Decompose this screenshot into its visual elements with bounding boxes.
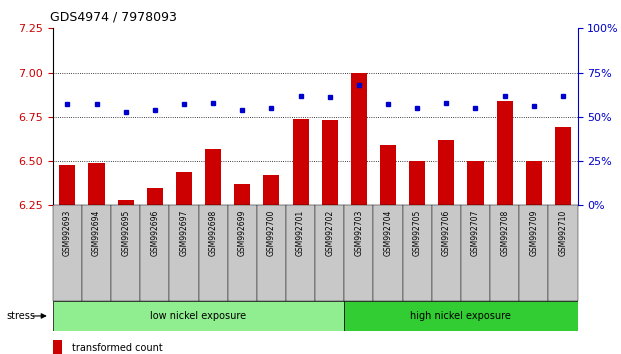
Text: GSM992695: GSM992695 [121, 210, 130, 257]
Text: GSM992693: GSM992693 [63, 210, 72, 257]
Bar [315, 205, 344, 301]
Bar [205, 149, 221, 205]
Text: GSM992705: GSM992705 [413, 210, 422, 257]
Text: GSM992701: GSM992701 [296, 210, 305, 256]
Bar [497, 101, 513, 205]
Bar [286, 205, 315, 301]
Bar [468, 161, 484, 205]
Text: stress: stress [6, 311, 35, 321]
Bar [82, 205, 111, 301]
Bar [380, 145, 396, 205]
Text: GSM992708: GSM992708 [500, 210, 509, 256]
Text: GSM992702: GSM992702 [325, 210, 334, 256]
Bar [234, 184, 250, 205]
Bar [292, 119, 309, 205]
Bar [438, 140, 455, 205]
Text: GSM992696: GSM992696 [150, 210, 160, 257]
Bar [111, 205, 140, 301]
Bar [519, 205, 548, 301]
Bar [170, 205, 199, 301]
Bar [344, 205, 373, 301]
Bar [53, 205, 82, 301]
Bar [263, 175, 279, 205]
Text: GSM992707: GSM992707 [471, 210, 480, 257]
Bar [402, 205, 432, 301]
Bar [199, 205, 228, 301]
Bar [176, 172, 192, 205]
Bar [548, 205, 578, 301]
Text: low nickel exposure: low nickel exposure [150, 311, 247, 321]
Bar [147, 188, 163, 205]
Bar [89, 163, 104, 205]
Bar [526, 161, 542, 205]
Bar [228, 205, 257, 301]
Bar [53, 340, 62, 354]
Text: GSM992709: GSM992709 [529, 210, 538, 257]
Bar [140, 205, 170, 301]
Text: GDS4974 / 7978093: GDS4974 / 7978093 [50, 11, 176, 24]
Bar [432, 205, 461, 301]
Text: transformed count: transformed count [73, 343, 163, 353]
Bar [490, 205, 519, 301]
Bar [117, 200, 134, 205]
Bar [60, 165, 75, 205]
Bar [373, 205, 402, 301]
Text: GSM992697: GSM992697 [179, 210, 188, 257]
Bar [322, 120, 338, 205]
Text: high nickel exposure: high nickel exposure [410, 311, 511, 321]
Bar [257, 205, 286, 301]
Bar [53, 301, 344, 331]
Bar [461, 205, 490, 301]
Text: GSM992704: GSM992704 [384, 210, 392, 257]
Bar [344, 301, 578, 331]
Bar [409, 161, 425, 205]
Text: GSM992698: GSM992698 [209, 210, 217, 256]
Text: GSM992710: GSM992710 [558, 210, 568, 256]
Text: GSM992694: GSM992694 [92, 210, 101, 257]
Text: GSM992703: GSM992703 [355, 210, 363, 257]
Bar [555, 127, 571, 205]
Text: GSM992699: GSM992699 [238, 210, 247, 257]
Text: GSM992700: GSM992700 [267, 210, 276, 257]
Text: GSM992706: GSM992706 [442, 210, 451, 257]
Bar [351, 73, 367, 205]
